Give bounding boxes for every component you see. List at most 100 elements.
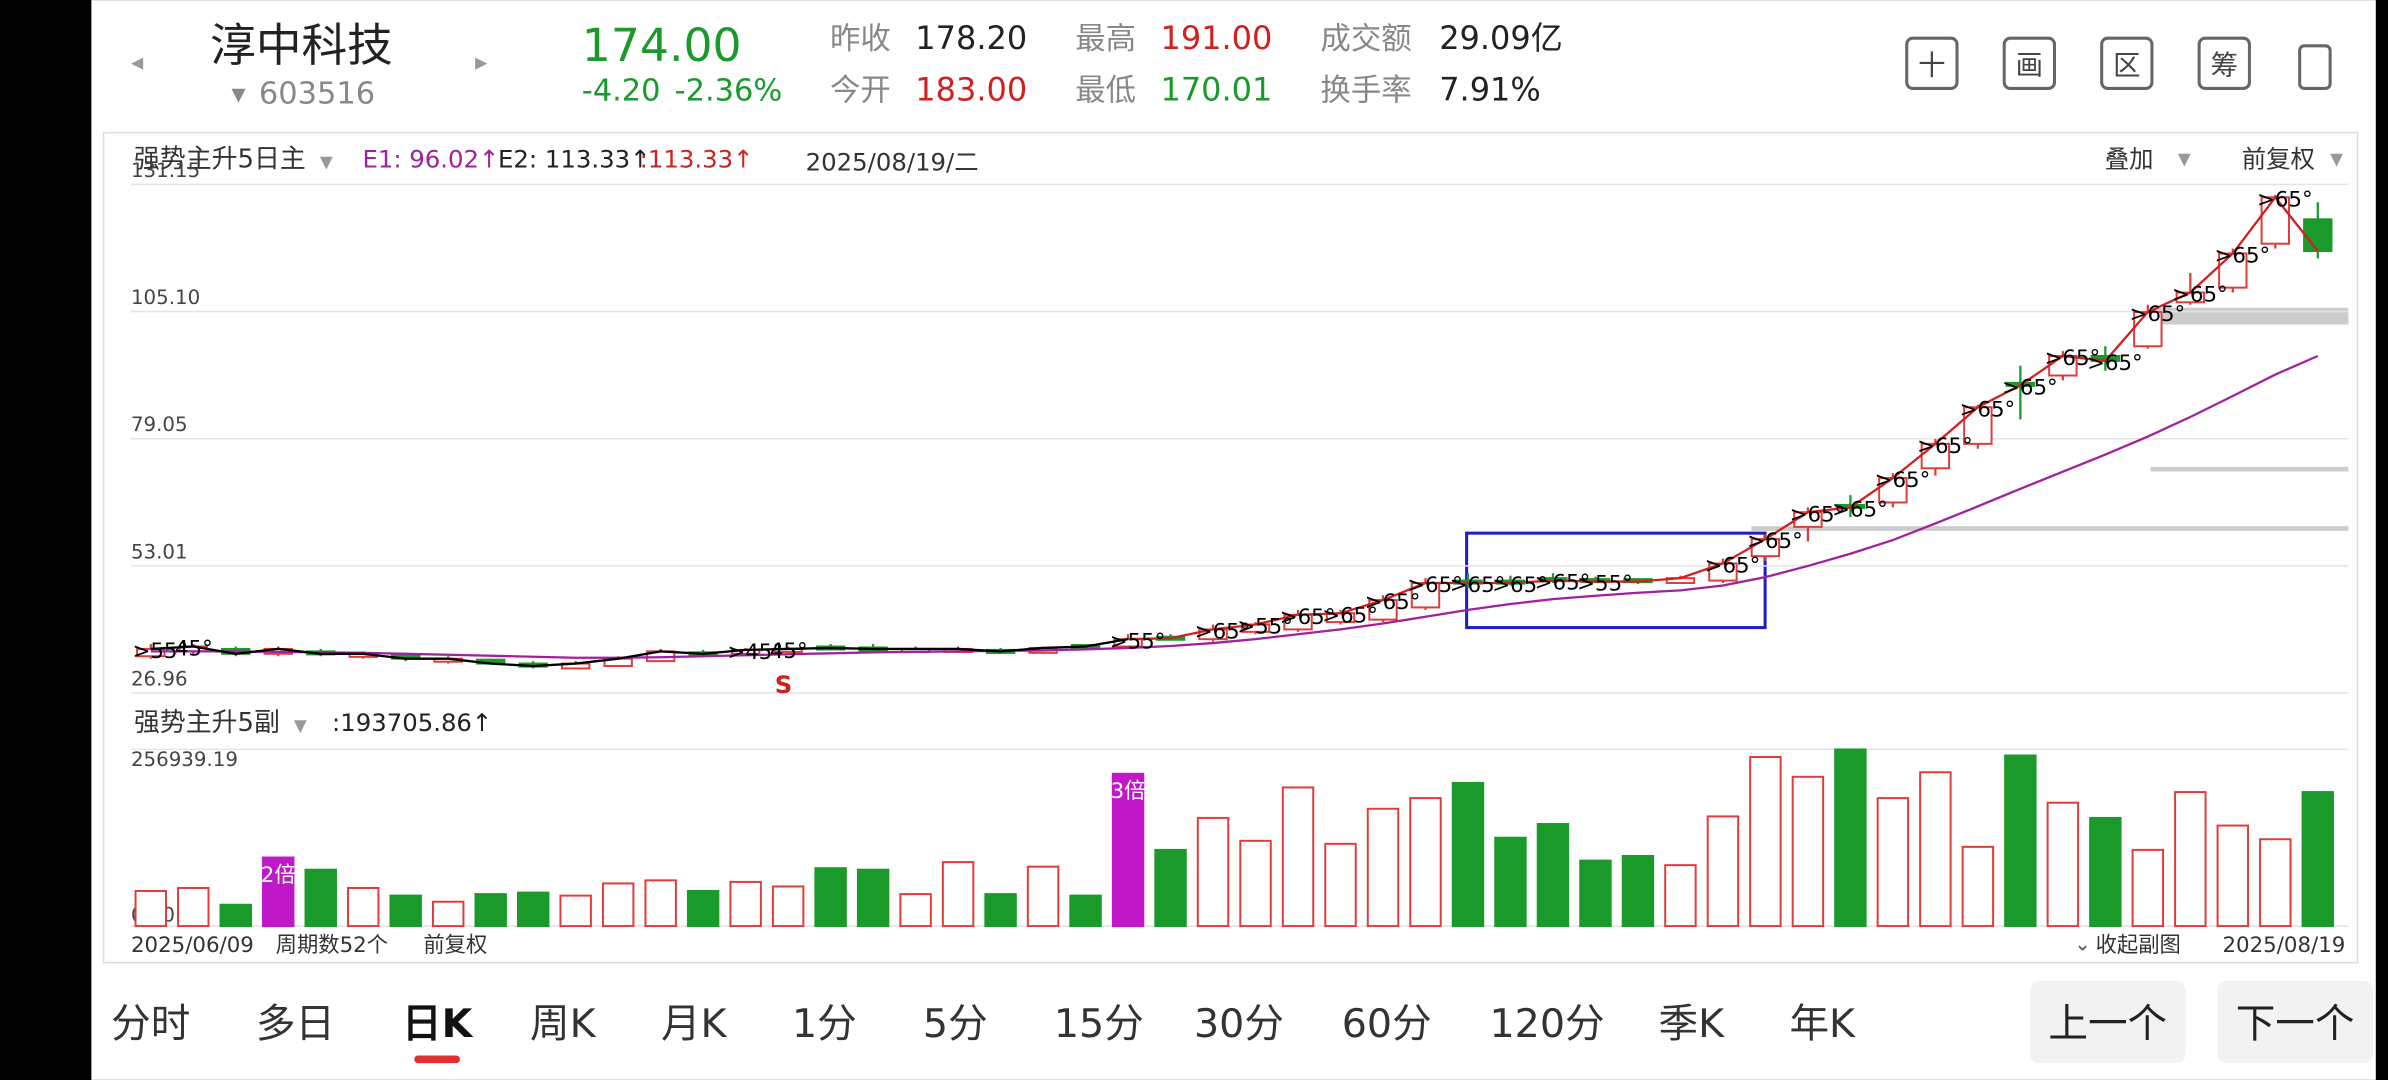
- volume-bar: [1409, 797, 1442, 928]
- toolbar-icon-label[interactable]: 十: [1918, 51, 1945, 82]
- volume-bar: [134, 890, 167, 928]
- volume-bar: [1961, 845, 1995, 928]
- angle-mark: >65°: [1960, 397, 2016, 422]
- angle-mark: >65°: [2130, 302, 2186, 327]
- period-tab[interactable]: 日K: [402, 1001, 474, 1047]
- y-tick-label: 79.05: [131, 413, 188, 436]
- e1-line: [150, 354, 2319, 659]
- toolbar-icon[interactable]: [2100, 36, 2154, 90]
- change-pct: -2.36%: [675, 74, 783, 109]
- volume-bar: [941, 861, 975, 928]
- period-tab[interactable]: 季K: [1659, 1001, 1726, 1047]
- y-tick-label: 131.15: [131, 159, 200, 182]
- app: [91, 0, 2376, 1080]
- period-tab[interactable]: 120分: [1489, 1001, 1604, 1047]
- toolbar-icon-label[interactable]: 区: [2113, 51, 2140, 82]
- volume-bar: [516, 891, 550, 928]
- period-tab[interactable]: 周K: [530, 1001, 597, 1047]
- collapse-sub[interactable]: 收起副图: [2096, 933, 2181, 958]
- candle-body: [2303, 218, 2333, 253]
- angle-mark: >65°: [1492, 573, 1548, 598]
- candle-body: [2260, 196, 2290, 245]
- sub-indicator[interactable]: 强势主升5副: [134, 708, 280, 738]
- volume-bar: [1324, 842, 1357, 928]
- angle-mark: >65°: [1407, 573, 1463, 598]
- volume-bar: [1111, 772, 1145, 928]
- trend-line: [1128, 195, 2319, 641]
- change: -4.20: [582, 74, 661, 109]
- toolbar-icon[interactable]: [2197, 36, 2251, 90]
- angle-mark: 45°: [770, 639, 808, 664]
- next-stock[interactable]: ▸: [475, 47, 488, 76]
- tab-indicator: [414, 1055, 460, 1064]
- prev-stock[interactable]: ◂: [131, 47, 144, 76]
- volume-bar: [2089, 816, 2122, 928]
- toolbar-icon[interactable]: [2002, 36, 2056, 90]
- chart-frame: [102, 131, 2359, 964]
- adjust[interactable]: 前复权: [2242, 145, 2315, 174]
- next-button[interactable]: [2217, 980, 2373, 1064]
- period-tab[interactable]: 15分: [1054, 1001, 1144, 1047]
- stat-label: 昨收: [830, 22, 891, 57]
- volume-bar: [1664, 864, 1697, 928]
- volume-bar: [729, 880, 762, 928]
- stat-value: 29.09亿: [1439, 19, 1563, 57]
- period-tab[interactable]: 月K: [661, 1001, 728, 1047]
- angle-mark: >65°: [1705, 554, 1761, 579]
- angle-mark: >65°: [1747, 529, 1803, 554]
- e2-legend: E2: 113.33↑: [498, 145, 650, 174]
- volume-bar: [1621, 855, 1655, 928]
- prev-button[interactable]: [2030, 980, 2186, 1064]
- dropdown[interactable]: ▼: [2330, 149, 2343, 169]
- period-tab[interactable]: 分时: [111, 1001, 190, 1047]
- volume-bar: [1706, 815, 1740, 928]
- volume-bar: [814, 867, 847, 928]
- dropdown[interactable]: ▼: [2178, 149, 2191, 169]
- period-tab[interactable]: 年K: [1789, 1001, 1856, 1047]
- stock-name: 淳中科技: [210, 19, 393, 72]
- volume-bar: [1281, 786, 1315, 928]
- period-tab[interactable]: 30分: [1194, 1001, 1284, 1047]
- angle-mark: >65°: [1875, 468, 1931, 493]
- dropdown[interactable]: ▼: [320, 152, 333, 172]
- prev-label[interactable]: 上一个: [2048, 1001, 2167, 1047]
- angle-mark: >65°: [1917, 434, 1973, 459]
- code-arrow[interactable]: ▼: [231, 85, 245, 106]
- stat-label: 最高: [1075, 22, 1136, 57]
- angle-mark: >65°: [1450, 573, 1506, 598]
- angle-mark: >65°: [2257, 187, 2313, 212]
- period-tab[interactable]: 5分: [923, 1001, 988, 1047]
- volume-bar: [1026, 865, 1060, 928]
- angle-mark: >65°: [1195, 620, 1251, 645]
- sub-value: :193705.86↑: [332, 708, 492, 737]
- next-label[interactable]: 下一个: [2236, 1001, 2355, 1047]
- x-end-label: 2025/08/19: [2223, 933, 2346, 958]
- period-tab[interactable]: 60分: [1342, 1001, 1432, 1047]
- dropdown[interactable]: ▼: [294, 715, 307, 735]
- signal-mark: S: [775, 670, 793, 699]
- overlay[interactable]: 叠加: [2105, 145, 2154, 174]
- volume-bar: [474, 893, 507, 928]
- x-start-label: 2025/06/09: [131, 933, 254, 958]
- stock-code: 603516: [259, 77, 375, 112]
- rotate-icon[interactable]: [2298, 44, 2332, 90]
- volume-bar: [347, 886, 380, 928]
- volume-bar: [2046, 801, 2080, 928]
- stat-value: 170.01: [1160, 71, 1272, 109]
- toolbar-icon[interactable]: [1905, 36, 1959, 90]
- volume-bar: [2301, 791, 2335, 928]
- stat-value: 7.91%: [1439, 71, 1541, 109]
- volume-bar: [1919, 771, 1952, 928]
- volume-bar: [304, 868, 337, 928]
- collapse[interactable]: ⌄: [2074, 932, 2091, 955]
- angle-mark: >65°: [2172, 283, 2228, 308]
- volume-bar: [644, 879, 677, 928]
- e3-legend: :113.33↑: [640, 145, 754, 174]
- toolbar-icon-label[interactable]: 画: [2016, 51, 2043, 82]
- volume-bar: [686, 890, 720, 928]
- period-tab[interactable]: 1分: [792, 1001, 857, 1047]
- angle-mark: >65°: [1280, 605, 1336, 630]
- indicator[interactable]: 强势主升5日主: [134, 145, 306, 175]
- period-tab[interactable]: 多日: [256, 1001, 335, 1047]
- toolbar-icon-label[interactable]: 筹: [2211, 51, 2238, 82]
